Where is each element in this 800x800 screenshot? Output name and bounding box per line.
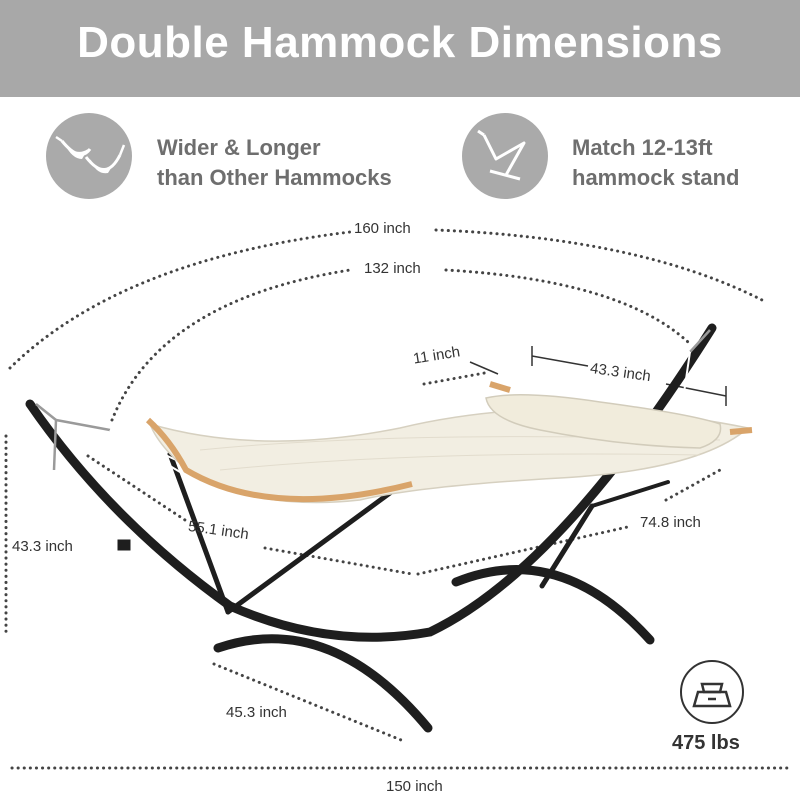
rear-strut (539, 503, 595, 589)
feature-2-line1: Match 12-13ft (572, 135, 713, 160)
bed-arc-line (110, 268, 352, 422)
feature-1-line2: than Other Hammocks (157, 165, 392, 190)
feature-1-line1: Wider & Longer (157, 135, 321, 160)
weight-icon (680, 660, 744, 724)
spreader-line (422, 370, 492, 386)
feature-1-text: Wider & Longer than Other Hammocks (157, 133, 392, 193)
overall-arc-label: 160 inch (354, 220, 411, 237)
base-width-label: 45.3 inch (226, 704, 287, 721)
chains (35, 329, 711, 471)
feature-2-line2: hammock stand (572, 165, 740, 190)
bed-arc-label: 132 inch (364, 260, 421, 277)
rear-foot (451, 565, 655, 645)
feature-2-text: Match 12-13ft hammock stand (572, 133, 740, 193)
overall-arc-line (8, 230, 352, 370)
hammock-stand-icon (462, 113, 548, 199)
front-strut-right (225, 487, 397, 615)
rear-diag-line-2 (664, 468, 722, 502)
pillow (485, 394, 722, 449)
page-title: Double Hammock Dimensions (77, 18, 723, 67)
base-width-line (212, 662, 408, 744)
front-diag-line (86, 454, 187, 522)
front-diag-line-2 (263, 546, 414, 576)
height-label: 43.3 inch (12, 538, 73, 555)
dimension-lines (4, 228, 792, 770)
rear-spreader-end (729, 427, 753, 435)
capacity-label: 475 lbs (672, 732, 740, 754)
overall-arc-line-right (434, 228, 764, 302)
header-banner: Double Hammock Dimensions (0, 0, 800, 97)
base-length-label: 150 inch (386, 778, 443, 795)
main-arch (25, 323, 717, 642)
hammock-stand-frame (25, 323, 717, 733)
rear-diag-line (416, 524, 634, 576)
front-spreader-bar (145, 417, 413, 503)
bed-arc-line-right (444, 268, 690, 344)
rear-diag-label: 74.8 inch (640, 514, 701, 531)
front-strut-left (167, 451, 231, 615)
front-foot (213, 634, 433, 733)
rear-strut-2 (590, 480, 670, 508)
rear-spreader-bar (489, 381, 511, 393)
clamp-left (117, 539, 131, 551)
hammock-pair-icon (46, 113, 132, 199)
